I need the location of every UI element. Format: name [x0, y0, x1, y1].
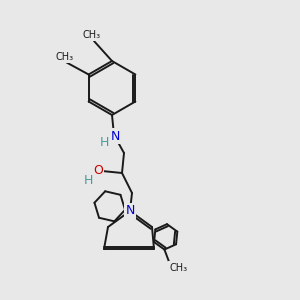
Text: CH₃: CH₃: [56, 52, 74, 61]
Text: H: H: [83, 175, 93, 188]
Text: N: N: [125, 205, 135, 218]
Text: CH₃: CH₃: [169, 262, 188, 272]
Text: O: O: [93, 164, 103, 178]
Text: CH₃: CH₃: [83, 30, 101, 40]
Text: N: N: [110, 130, 120, 142]
Text: H: H: [99, 136, 109, 149]
